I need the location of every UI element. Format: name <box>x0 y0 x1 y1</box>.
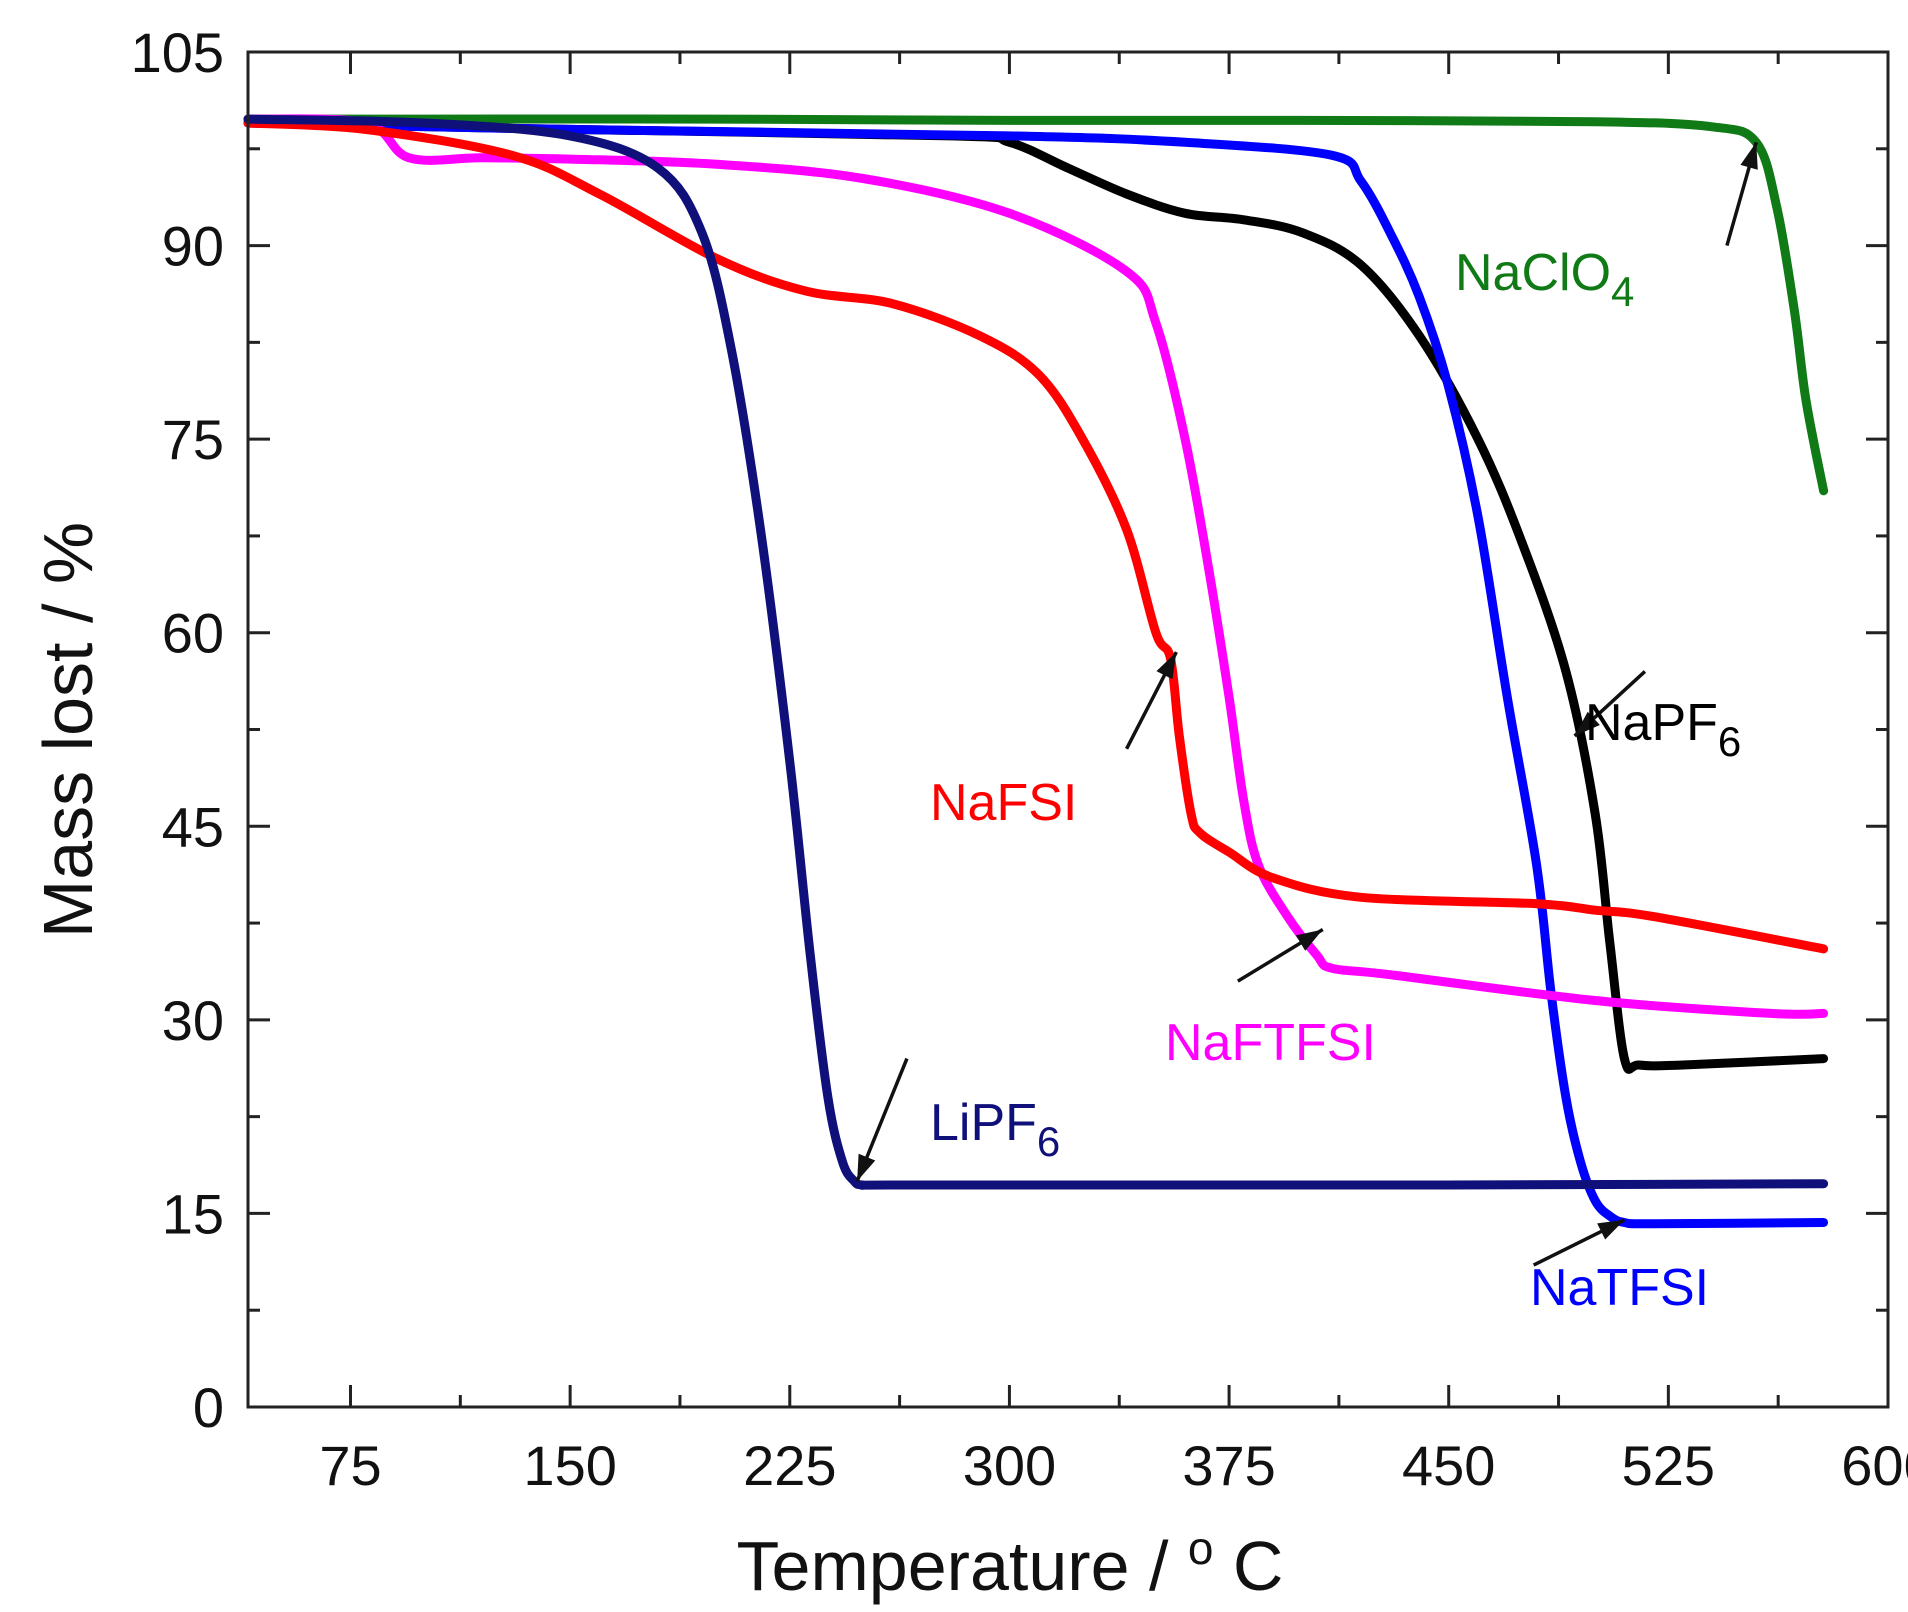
x-axis-title-text: Temperature / <box>737 1527 1188 1605</box>
tga-chart: 751502253003754505256000153045607590105 … <box>0 0 1908 1612</box>
x-tick-label: 150 <box>523 1434 616 1497</box>
x-tick-label: 600 <box>1841 1434 1908 1497</box>
series-label-subscript: 6 <box>1718 718 1741 765</box>
series-label-main: LiPF <box>930 1094 1037 1152</box>
y-tick-label: 45 <box>162 795 224 858</box>
x-tick-label: 450 <box>1402 1434 1495 1497</box>
y-axis-title: Mass lost / % <box>29 522 107 938</box>
series-label-main: NaPF <box>1585 694 1718 752</box>
series-label-main: NaClO <box>1455 244 1611 302</box>
x-tick-label: 375 <box>1182 1434 1275 1497</box>
x-axis-title-unit: C <box>1233 1527 1284 1605</box>
series-label-main: NaTFSI <box>1530 1259 1709 1317</box>
y-tick-label: 15 <box>162 1182 224 1245</box>
x-tick-label: 300 <box>963 1434 1056 1497</box>
x-tick-label: 225 <box>743 1434 836 1497</box>
series-label-subscript: 6 <box>1037 1118 1060 1165</box>
x-axis-title-unit-sup: o <box>1188 1522 1214 1574</box>
series-label-nafsi: NaFSI <box>930 774 1077 832</box>
series-label-main: NaFTFSI <box>1165 1014 1376 1072</box>
y-tick-label: 30 <box>162 989 224 1052</box>
series-label-main: NaFSI <box>930 774 1077 832</box>
y-tick-label: 90 <box>162 215 224 278</box>
series-label-natfsi: NaTFSI <box>1530 1259 1709 1317</box>
series-label-subscript: 4 <box>1611 268 1634 315</box>
x-tick-label: 525 <box>1622 1434 1715 1497</box>
x-tick-label: 75 <box>319 1434 381 1497</box>
chart-canvas: 751502253003754505256000153045607590105 … <box>0 0 1908 1612</box>
y-tick-label: 75 <box>162 408 224 471</box>
y-tick-label: 0 <box>193 1376 224 1439</box>
y-tick-label: 105 <box>131 21 224 84</box>
y-tick-label: 60 <box>162 602 224 665</box>
series-label-naftfsi: NaFTFSI <box>1165 1014 1376 1072</box>
